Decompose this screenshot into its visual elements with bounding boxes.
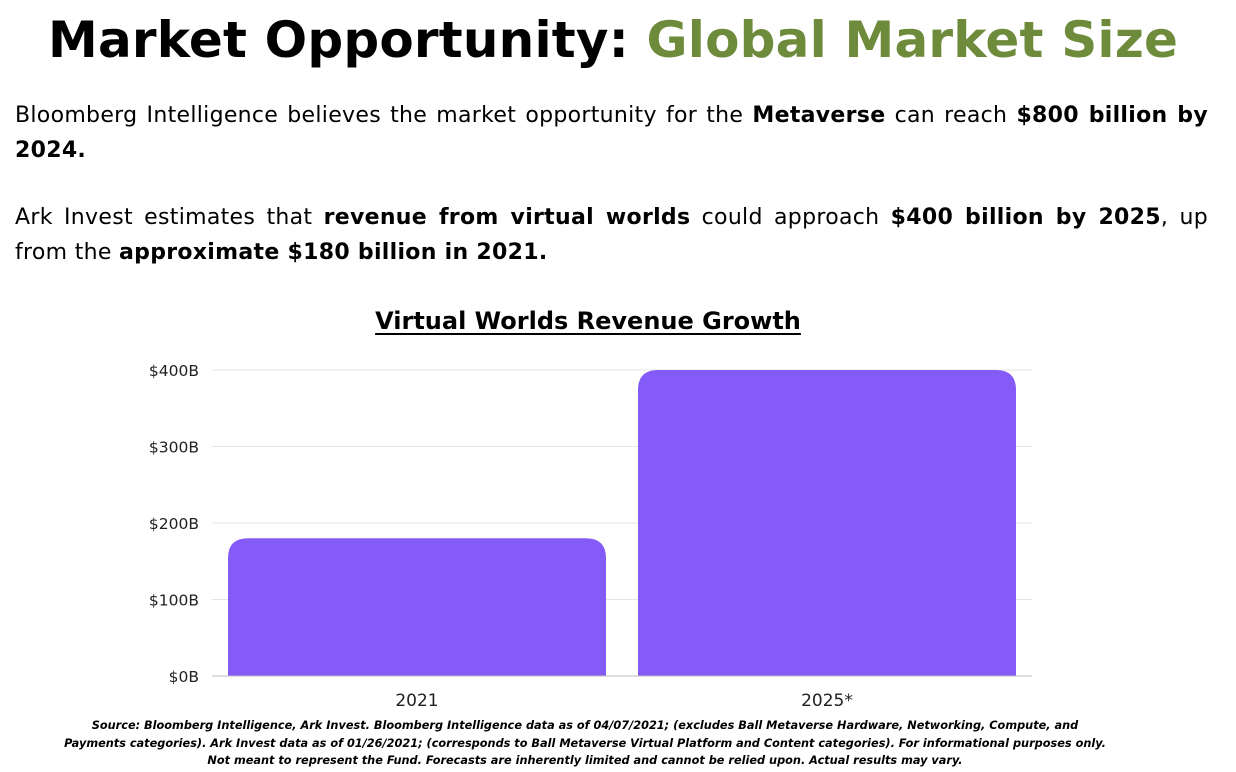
bar-2025 — [638, 370, 1016, 676]
bar-2021 — [228, 538, 606, 676]
y-tick-label: $300B — [149, 439, 199, 457]
emphasis-text: $400 billion by 2025 — [890, 205, 1161, 230]
body-text: , up from the — [15, 205, 1208, 265]
title-main: Market Opportunity: — [48, 11, 647, 69]
body-text: Ark Invest estimates that — [15, 205, 324, 230]
x-tick-label: 2025* — [801, 691, 853, 711]
y-tick-label: $200B — [149, 515, 199, 533]
title-accent: Global Market Size — [646, 11, 1179, 69]
emphasis-text: $800 billion by 2024. — [15, 103, 1208, 163]
y-tick-label: $0B — [169, 668, 199, 686]
body-text: can reach — [885, 103, 1017, 128]
emphasis-text: Metaverse — [752, 103, 886, 128]
chart-title: Virtual Worlds Revenue Growth — [375, 307, 801, 335]
body-text: could approach — [690, 205, 891, 230]
y-tick-label: $400B — [149, 362, 199, 380]
virtual-worlds-paragraph: Ark Invest estimates that revenue from v… — [15, 200, 1208, 270]
emphasis-text: approximate $180 billion in 2021. — [119, 240, 548, 265]
emphasis-text: revenue from virtual worlds — [323, 205, 691, 230]
x-tick-label: 2021 — [395, 691, 438, 711]
source-footnote: Source: Bloomberg Intelligence, Ark Inve… — [64, 719, 1106, 767]
body-text: Bloomberg Intelligence believes the mark… — [15, 103, 753, 128]
y-tick-label: $100B — [149, 592, 199, 610]
metaverse-paragraph: Bloomberg Intelligence believes the mark… — [15, 98, 1208, 168]
page-title: Market Opportunity: Global Market Size — [48, 8, 1178, 72]
